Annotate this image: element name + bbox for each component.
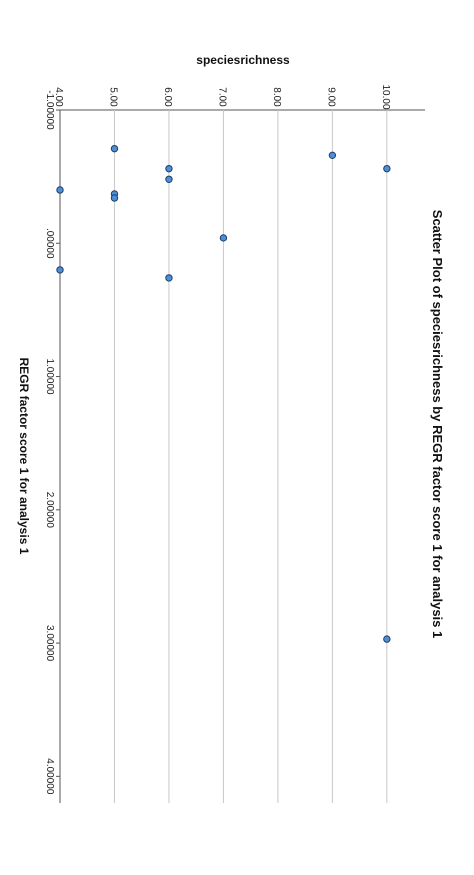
y-axis-title: speciesrichness	[196, 53, 290, 67]
data-point	[56, 266, 64, 274]
x-tick-label: 3.00000	[44, 625, 55, 662]
x-tick-label: 4.00000	[44, 758, 55, 795]
data-point	[56, 186, 64, 194]
data-points	[56, 144, 391, 643]
y-tick-label: 10.00	[380, 84, 391, 109]
y-tick-label: 6.00	[162, 87, 173, 107]
x-tick-labels: -1.00000 .00000 1.00000 2.00000 3.00000 4.000…	[44, 90, 60, 795]
x-tick-label: 1.00000	[44, 358, 55, 395]
data-point	[110, 194, 119, 202]
x-tick-label: -1.00000	[44, 90, 55, 130]
data-point	[165, 274, 173, 282]
x-tick-label: .00000	[44, 228, 55, 259]
y-tick-label: 5.00	[107, 87, 118, 107]
y-tick-label: 7.00	[216, 87, 227, 107]
data-point	[383, 164, 391, 173]
plot-frame	[59, 109, 425, 803]
data-point	[219, 234, 228, 242]
y-tick-label: 4.00	[53, 87, 64, 107]
x-tick-label: 2.00000	[44, 492, 55, 529]
data-point	[328, 151, 337, 160]
gridlines	[113, 110, 388, 803]
data-point	[165, 175, 173, 184]
data-point	[110, 144, 119, 153]
data-point	[165, 164, 173, 173]
x-axis-title: REGR factor score 1 for analysis 1	[17, 358, 31, 555]
y-tick-labels: 4.00 5.00 6.00 7.00 8.00 9.00 10.00	[53, 84, 391, 109]
y-tick-label: 9.00	[325, 87, 336, 107]
chart-title: Scatter Plot of speciesrichness by REGR …	[430, 210, 445, 638]
data-point	[383, 635, 391, 643]
y-tick-label: 8.00	[271, 87, 282, 107]
